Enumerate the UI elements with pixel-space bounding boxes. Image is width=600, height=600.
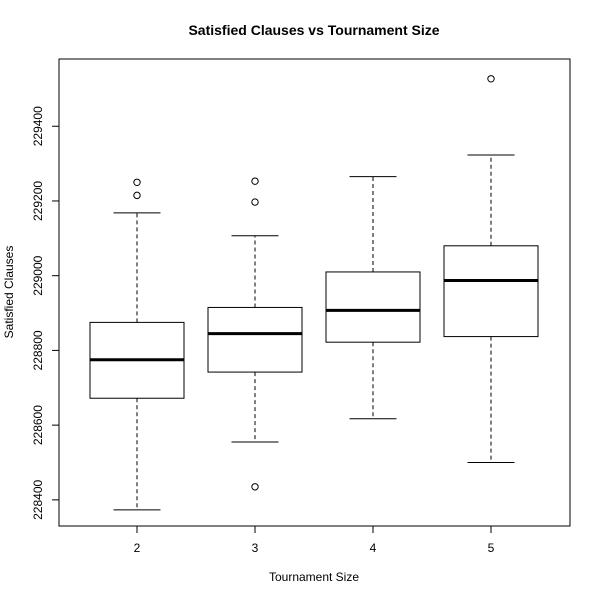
- iqr-box-4: [325, 271, 421, 343]
- y-tick-label-1: 228600: [31, 405, 45, 445]
- y-tick-label-3: 229000: [31, 255, 45, 295]
- y-tick-label-0: 228400: [31, 480, 45, 520]
- iqr-box-3: [207, 306, 303, 373]
- y-axis-label: Satisfied Clauses: [2, 246, 16, 339]
- outlier-3-2: [251, 177, 259, 185]
- chart-title: Satisfied Clauses vs Tournament Size: [188, 22, 439, 38]
- outlier-2-1: [133, 178, 141, 186]
- x-tick-label-3: 5: [488, 541, 495, 555]
- box-3: [207, 177, 303, 491]
- outlier-3-0: [251, 483, 259, 491]
- x-axis-label: Tournament Size: [269, 570, 359, 584]
- x-tick-label-0: 2: [134, 541, 141, 555]
- x-axis: 2 3 4 5: [134, 526, 495, 555]
- box-5: [443, 75, 539, 463]
- x-tick-label-1: 3: [252, 541, 259, 555]
- y-axis: 228400 228600 228800 229000 229200 229400: [31, 106, 59, 520]
- plot-frame: [58, 58, 571, 527]
- boxes-group: [89, 75, 539, 511]
- outlier-5-0: [487, 75, 495, 83]
- outlier-3-1: [251, 198, 259, 206]
- box-4: [325, 176, 421, 420]
- y-tick-label-4: 229200: [31, 181, 45, 221]
- iqr-box-5: [443, 245, 539, 338]
- outlier-2-0: [133, 191, 141, 200]
- box-2: [89, 178, 185, 511]
- y-tick-label-5: 229400: [31, 106, 45, 146]
- x-tick-label-2: 4: [370, 541, 377, 555]
- y-tick-label-2: 228800: [31, 330, 45, 370]
